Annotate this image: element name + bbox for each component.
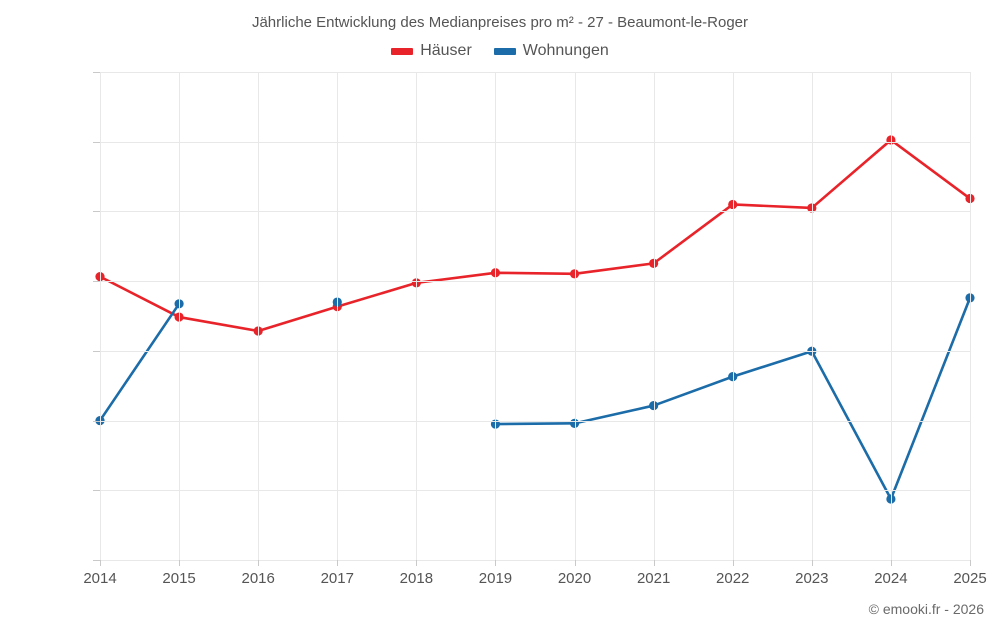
gridline-horizontal — [100, 211, 970, 213]
plot-area: 600 €800 €1 000 €1 200 €1 400 €1 600 €1 … — [83, 72, 987, 587]
gridline-vertical — [732, 72, 734, 560]
series-layer — [95, 135, 975, 504]
x-axis-tick-label: 2023 — [795, 570, 829, 587]
x-axis-tick-label: 2015 — [162, 570, 196, 587]
series-line-wohnungen — [98, 302, 181, 422]
x-axis-tick-mark — [179, 560, 181, 566]
x-axis-tick-mark — [653, 560, 655, 566]
legend-item-wohnungen[interactable]: Wohnungen — [493, 42, 609, 60]
chart-legend: Häuser Wohnungen — [0, 42, 1000, 60]
legend-swatch-haeuser — [391, 47, 414, 55]
x-axis-tick-mark — [811, 560, 813, 566]
gridline-horizontal — [100, 72, 970, 73]
x-axis-tick-label: 2017 — [320, 570, 354, 587]
y-axis-tick-mark — [93, 560, 100, 561]
x-axis-tick-mark — [732, 560, 734, 566]
footer-credit: © emooki.fr - 2026 — [868, 601, 984, 617]
x-axis-tick-label: 2021 — [636, 570, 671, 587]
x-axis-tick-mark — [890, 560, 892, 566]
gridline-horizontal — [100, 350, 970, 352]
x-axis-tick-mark — [258, 560, 260, 566]
x-axis-tick-mark — [970, 560, 971, 566]
gridline-horizontal — [100, 560, 970, 561]
gridline-vertical — [574, 72, 576, 560]
gridline-horizontal — [100, 281, 970, 283]
x-axis-tick-mark — [100, 560, 101, 566]
x-axis-tick-label: 2024 — [874, 570, 908, 587]
chart-title: Jährliche Entwicklung des Medianpreises … — [251, 14, 749, 31]
legend-label-haeuser: Häuser — [420, 42, 472, 59]
y-axis-tick-mark — [93, 420, 100, 422]
y-axis-tick-mark — [93, 141, 100, 143]
y-axis-tick-mark — [93, 490, 100, 492]
gridline-horizontal — [100, 141, 970, 143]
gridline-vertical — [179, 72, 181, 560]
y-axis-tick-mark — [93, 350, 100, 352]
legend-swatch-wohnungen — [493, 47, 516, 55]
x-axis-tick-label: 2022 — [716, 570, 750, 587]
y-axis-tick-mark — [93, 72, 100, 73]
legend-item-haeuser[interactable]: Häuser — [391, 42, 472, 60]
data-point[interactable] — [490, 268, 501, 278]
x-axis-tick-mark — [574, 560, 576, 566]
gridline-horizontal — [100, 490, 970, 492]
gridline-vertical — [495, 72, 497, 560]
gridline-vertical — [890, 72, 892, 560]
legend-label-wohnungen: Wohnungen — [522, 42, 609, 59]
gridline-vertical — [970, 72, 971, 560]
gridline-vertical — [653, 72, 655, 560]
gridline-vertical — [811, 72, 813, 560]
x-axis-tick-label: 2014 — [83, 570, 117, 587]
x-axis-tick-label: 2019 — [478, 570, 513, 587]
data-point[interactable] — [490, 419, 501, 429]
y-axis-tick-mark — [93, 281, 100, 283]
x-axis-tick-label: 2025 — [953, 570, 987, 587]
gridline-vertical — [337, 72, 339, 560]
gridline-vertical — [100, 72, 101, 560]
gridline-vertical — [258, 72, 260, 560]
gridline-horizontal — [100, 420, 970, 422]
x-axis-tick-mark — [416, 560, 418, 566]
x-axis-tick-label: 2016 — [241, 570, 275, 587]
x-axis-tick-label: 2020 — [557, 570, 592, 587]
y-axis-tick-mark — [93, 211, 100, 213]
gridline-vertical — [416, 72, 418, 560]
x-axis-tick-label: 2018 — [399, 570, 434, 587]
x-axis-tick-mark — [495, 560, 497, 566]
series-line-häuser — [98, 138, 972, 333]
x-axis-tick-mark — [337, 560, 339, 566]
